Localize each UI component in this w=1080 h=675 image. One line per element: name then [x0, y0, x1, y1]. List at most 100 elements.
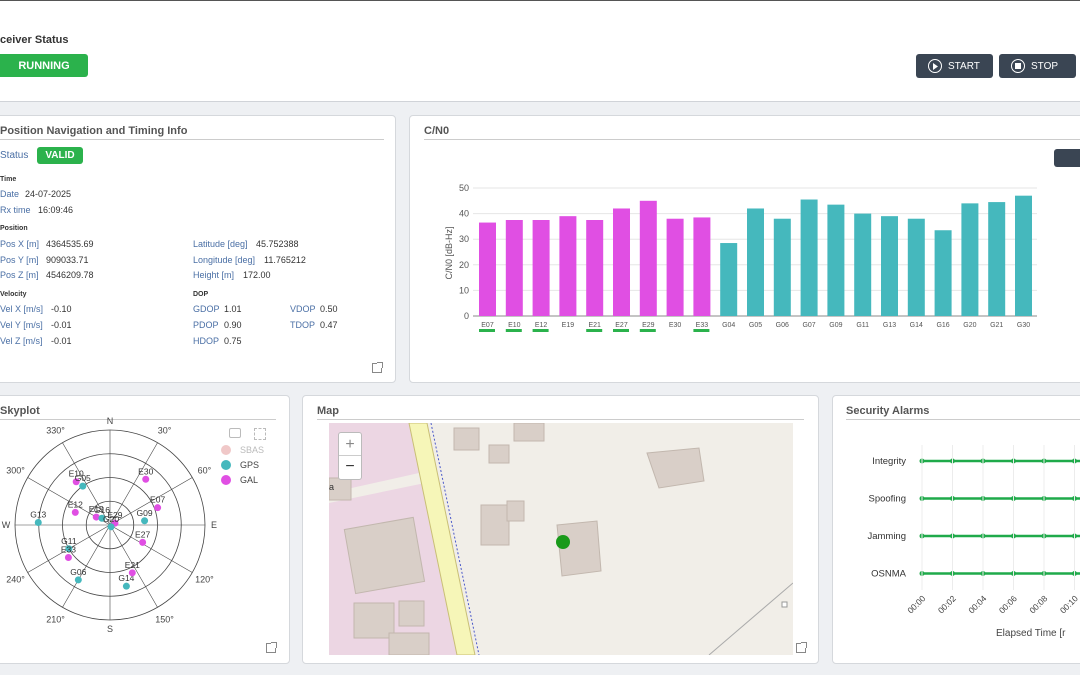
y-tick-label: 20 [459, 260, 469, 270]
running-badge: RUNNING [0, 54, 88, 77]
satellite-G06 [74, 576, 82, 584]
street-fragment: a [329, 482, 335, 492]
y-tick-label: 30 [459, 234, 469, 244]
x-tick-label: 00:06 [997, 593, 1019, 615]
stop-label: STOP [1031, 60, 1059, 72]
osnma-flag [639, 329, 656, 332]
date-value: 24-07-2025 [25, 189, 72, 199]
cn0-bar-E21 [586, 220, 604, 316]
hdop-label: HDOP [193, 336, 220, 346]
y-tick-label: 40 [459, 209, 469, 219]
angle-label: 210° [46, 614, 65, 624]
zoom-out-button[interactable]: − [345, 458, 355, 475]
x-tick-label: G13 [883, 322, 896, 329]
posz-value: 4546209.78 [46, 270, 94, 280]
x-tick-label: G11 [856, 322, 869, 329]
azimuth-spoke [109, 524, 158, 608]
security-chart: Integrity Spoofing Jamming OSNMA 00:00 00:02 0… [867, 445, 1080, 639]
cn0-bar-E30 [666, 218, 684, 316]
cn0-bar-G30 [1015, 195, 1032, 316]
cn0-bar-G07 [800, 199, 818, 316]
satellite-label: G13 [30, 509, 46, 519]
start-button[interactable]: START [916, 54, 993, 78]
azimuth-spoke [62, 442, 111, 526]
cn0-bar-E19 [559, 216, 577, 316]
x-tick-label: E12 [535, 322, 548, 329]
time-header: Time [0, 176, 17, 183]
posx-label: Pos X [m] [0, 239, 40, 249]
hdop-value: 0.75 [224, 336, 242, 346]
posy-value: 909033.71 [46, 255, 89, 265]
satellite-G14 [122, 582, 130, 590]
x-tick-label: G06 [776, 322, 789, 329]
velz-value: -0.01 [51, 336, 72, 346]
vdop-label: VDOP [290, 304, 316, 314]
y-axis-label: C/N0 [dB-Hz] [444, 226, 454, 279]
x-tick-label: G21 [990, 322, 1003, 329]
satellite-G16 [98, 514, 106, 522]
pnt-expand-icon[interactable] [372, 362, 383, 373]
dop-header: DOP [193, 291, 209, 298]
stop-button[interactable]: STOP [999, 54, 1076, 78]
vely-label: Vel Y [m/s] [0, 320, 43, 330]
cn0-bar-E12 [532, 220, 550, 316]
cn0-chart: 0 10 20 30 40 50 C/N0 [dB-Hz] E07 E10 E12 E19 E21 E2… [444, 183, 1037, 332]
osnma-flag [505, 329, 522, 332]
cn0-bar-G14 [907, 218, 925, 316]
zoom-in-button[interactable]: + [339, 433, 361, 456]
angle-label: 30° [158, 426, 172, 436]
y-tick-label: 50 [459, 183, 469, 193]
zoom-control: + − [338, 432, 362, 480]
satellite-label: E29 [107, 510, 122, 520]
angle-label: 300° [6, 466, 25, 476]
x-tick-label: G20 [963, 322, 976, 329]
angle-label: 150° [155, 614, 174, 624]
x-tick-label: G14 [910, 322, 923, 329]
gdop-label: GDOP [193, 304, 220, 314]
cn0-bar-G11 [854, 213, 872, 316]
fullscreen-icon[interactable] [254, 428, 266, 440]
satellite-E19 [92, 513, 100, 521]
position-header: Position [0, 225, 28, 232]
alarm-row-label: Jamming [867, 531, 906, 542]
x-tick-label: E33 [696, 322, 709, 329]
satellite-E30 [142, 475, 150, 483]
osnma-flag [586, 329, 603, 332]
x-tick-label: E29 [642, 322, 655, 329]
lat-label: Latitude [deg] [193, 239, 248, 249]
angle-label: 120° [195, 575, 214, 585]
posz-label: Pos Z [m] [0, 270, 39, 280]
gdop-value: 1.01 [224, 304, 242, 314]
x-tick-label: G04 [722, 322, 735, 329]
direction-label: S [107, 624, 113, 634]
cn0-bar-E27 [613, 208, 630, 316]
cn0-menu-button[interactable] [1054, 149, 1080, 167]
receiver-status-title: ceiver Status [0, 34, 69, 46]
stop-icon [1011, 59, 1025, 73]
camera-icon[interactable] [229, 428, 241, 438]
legend-marker [221, 445, 231, 455]
satellite-E33 [64, 553, 72, 561]
alarm-row-label: OSNMA [871, 569, 907, 580]
height-value: 172.00 [243, 270, 271, 280]
satellite-G11 [65, 545, 73, 553]
x-tick-label: E21 [588, 322, 601, 329]
map-view[interactable] [329, 423, 793, 655]
osnma-flag [532, 329, 549, 332]
skyplot-chart: N E S W 30° 60° 120° 150° 210° 240° 300° 330° SBAS GP… [2, 416, 264, 634]
x-tick-label: 00:04 [966, 593, 988, 615]
direction-label: E [211, 520, 217, 530]
x-tick-label: E07 [481, 322, 494, 329]
skyplot-expand-icon[interactable] [266, 642, 277, 653]
skyplot-title: Skyplot [0, 405, 276, 420]
velx-value: -0.10 [51, 304, 72, 314]
direction-label: W [2, 520, 11, 530]
osnma-flag [693, 329, 710, 332]
angle-label: 240° [6, 575, 25, 585]
security-panel [832, 395, 1080, 664]
satellite-label: E12 [68, 499, 83, 509]
satellite-E27 [139, 538, 147, 546]
velx-label: Vel X [m/s] [0, 304, 44, 314]
map-expand-icon[interactable] [796, 642, 807, 653]
satellite-label: E07 [150, 495, 165, 505]
